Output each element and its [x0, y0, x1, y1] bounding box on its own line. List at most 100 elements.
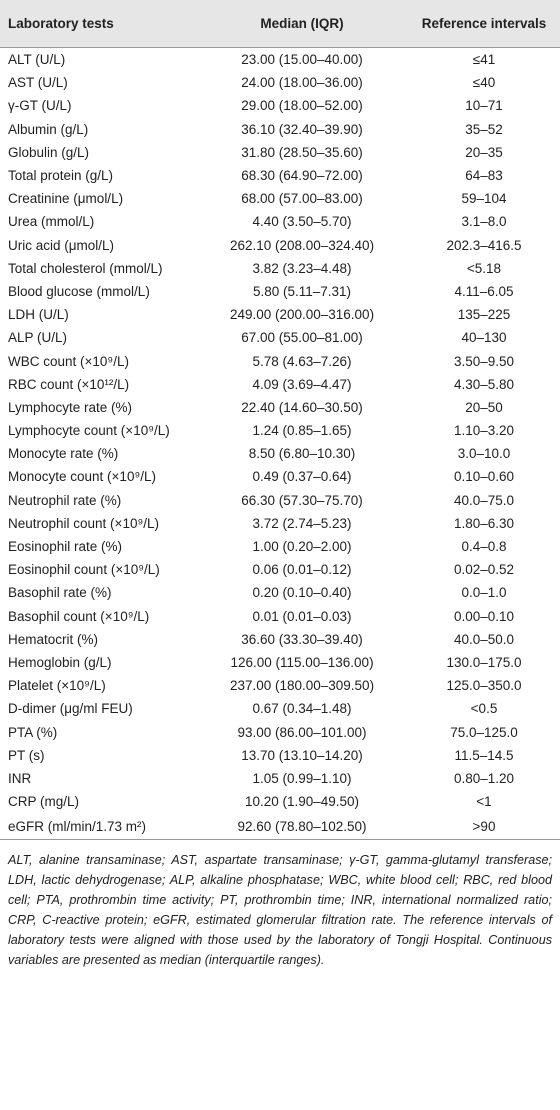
table-cell: 3.50–9.50	[453, 353, 515, 369]
table-cell: 0.20 (0.10–0.40)	[252, 585, 352, 601]
table-row: ALP (U/L) 67.00 (55.00–81.00) 40–130	[0, 326, 560, 349]
table-cell: 0.49 (0.37–0.64)	[252, 469, 352, 485]
table-cell: 4.30–5.80	[453, 376, 515, 392]
table-row: Basophil count (×10⁹/L) 0.01 (0.01–0.03) 0…	[0, 605, 560, 628]
table-cell: 29.00 (18.00–52.00)	[241, 98, 363, 114]
table-cell: 135–225	[457, 307, 511, 323]
table-row: Urea (mmol/L) 4.40 (3.50–5.70) 3.1–8.0	[0, 210, 560, 233]
table-cell: 5.78 (4.63–7.26)	[252, 353, 352, 369]
table-cell: 0.06 (0.01–0.12)	[252, 562, 352, 578]
table-cell: AST (U/L)	[8, 75, 68, 91]
table-row: Globulin (g/L) 31.80 (28.50–35.60) 20–35	[0, 141, 560, 164]
table-cell: >90	[408, 813, 560, 841]
table-row: PTA (%) 93.00 (86.00–101.00) 75.0–125.0	[0, 720, 560, 743]
table-cell: 0.10–0.60	[453, 469, 515, 485]
table-row: Albumin (g/L) 36.10 (32.40–39.90) 35–52	[0, 118, 560, 141]
table-cell: Neutrophil count (×10⁹/L)	[8, 515, 159, 531]
table-cell: 20–35	[465, 144, 503, 160]
table-cell: 11.5–14.5	[454, 747, 514, 763]
table-row: INR 1.05 (0.99–1.10) 0.80–1.20	[0, 767, 560, 790]
table-row: CRP (mg/L) 10.20 (1.90–49.50) <1	[0, 790, 560, 813]
table-cell: ALP (U/L)	[8, 330, 68, 346]
table-cell: 23.00 (15.00–40.00)	[241, 52, 363, 68]
table-cell: 68.00 (57.00–83.00)	[241, 191, 363, 207]
table-cell: CRP (mg/L)	[8, 794, 80, 810]
table-cell: ≤40	[472, 75, 496, 91]
table-row: Total cholesterol (mmol/L) 3.82 (3.23–4.4…	[0, 257, 560, 280]
table-cell: 126.00 (115.00–136.00)	[230, 654, 374, 670]
table-row: ALT (U/L) 23.00 (15.00–40.00) ≤41	[0, 48, 560, 72]
table-row: RBC count (×10¹²/L) 4.09 (3.69–4.47) 4.30–…	[0, 373, 560, 396]
table-cell: 35–52	[465, 121, 503, 137]
table-cell: Eosinophil rate (%)	[8, 539, 123, 555]
table-cell: 3.0–10.0	[457, 446, 511, 462]
table-cell: 22.40 (14.60–30.50)	[241, 399, 363, 415]
table-cell: 68.30 (64.90–72.00)	[241, 168, 363, 184]
table-row: D-dimer (μg/ml FEU) 0.67 (0.34–1.48) <0.5	[0, 697, 560, 720]
table-cell: 0.01 (0.01–0.03)	[252, 608, 352, 624]
table-cell: 0.67 (0.34–1.48)	[252, 701, 352, 717]
table-row: γ-GT (U/L) 29.00 (18.00–52.00) 10–71	[0, 94, 560, 117]
table-cell: 36.60 (33.30–39.40)	[241, 631, 363, 647]
table-cell: 8.50 (6.80–10.30)	[248, 446, 356, 462]
table-cell: 237.00 (180.00–309.50)	[229, 678, 375, 694]
table-row: Hematocrit (%) 36.60 (33.30–39.40) 40.0–50…	[0, 628, 560, 651]
table-cell: 64–83	[465, 168, 503, 184]
table-cell: 0.80–1.20	[453, 770, 515, 786]
header-cell: Reference intervals	[408, 0, 560, 48]
table-cell: Total protein (g/L)	[8, 168, 114, 184]
table-cell: 92.60 (78.80–102.50)	[196, 813, 408, 841]
table-cell: 40–130	[461, 330, 507, 346]
table-cell: ALT (U/L)	[8, 52, 66, 68]
lab-table: Laboratory tests Median (IQR) Reference in…	[0, 0, 560, 841]
table-cell: RBC count (×10¹²/L)	[8, 376, 130, 392]
table-cell: 0.4–0.8	[461, 539, 507, 555]
table-row: Eosinophil count (×10⁹/L) 0.06 (0.01–0.12…	[0, 558, 560, 581]
table-row: Platelet (×10⁹/L) 237.00 (180.00–309.50) 1…	[0, 674, 560, 697]
table-cell: 1.24 (0.85–1.65)	[252, 423, 352, 439]
table-cell: Globulin (g/L)	[8, 144, 90, 160]
header-cell: Median (IQR)	[196, 0, 408, 48]
table-cell: Monocyte count (×10⁹/L)	[8, 469, 156, 485]
table-cell: Platelet (×10⁹/L)	[8, 678, 106, 694]
table-row: WBC count (×10⁹/L) 5.78 (4.63–7.26) 3.50–9…	[0, 349, 560, 372]
table-cell: INR	[8, 770, 32, 786]
table-row: Total protein (g/L) 68.30 (64.90–72.00) 64…	[0, 164, 560, 187]
table-cell: Basophil rate (%)	[8, 585, 112, 601]
table-cell: 93.00 (86.00–101.00)	[237, 724, 367, 740]
table-row: Eosinophil rate (%) 1.00 (0.20–2.00) 0.4–0…	[0, 535, 560, 558]
table-cell: Total cholesterol (mmol/L)	[8, 260, 163, 276]
table-row: Lymphocyte count (×10⁹/L) 1.24 (0.85–1.65…	[0, 419, 560, 442]
table-row: eGFR (ml/min/1.73 m²) 92.60 (78.80–102.50…	[0, 813, 560, 841]
table-cell: 249.00 (200.00–316.00)	[229, 307, 375, 323]
table-cell: Eosinophil count (×10⁹/L)	[8, 562, 160, 578]
table-cell: 24.00 (18.00–36.00)	[241, 75, 363, 91]
table-row: Neutrophil rate (%) 66.30 (57.30–75.70) 40…	[0, 489, 560, 512]
table-cell: 0.02–0.52	[453, 562, 515, 578]
table-cell: 1.80–6.30	[453, 515, 515, 531]
table-cell: 75.0–125.0	[450, 724, 518, 740]
table-cell: D-dimer (μg/ml FEU)	[8, 701, 133, 717]
table-cell: Neutrophil rate (%)	[8, 492, 122, 508]
table-cell: 40.0–50.0	[453, 631, 515, 647]
footnote: ALT, alanine transaminase; AST, aspartat…	[8, 853, 552, 968]
table-cell: 67.00 (55.00–81.00)	[241, 330, 363, 346]
table-cell: 4.40 (3.50–5.70)	[252, 214, 352, 230]
table-cell: PTA (%)	[8, 724, 58, 740]
table-cell: 3.1–8.0	[461, 214, 507, 230]
table-cell: 125.0–350.0	[446, 678, 522, 694]
table-cell: Hemoglobin (g/L)	[8, 654, 112, 670]
table-row: Monocyte count (×10⁹/L) 0.49 (0.37–0.64) 0…	[0, 465, 560, 488]
table-cell: LDH (U/L)	[8, 307, 69, 323]
table-row: PT (s) 13.70 (13.10–14.20) 11.5–14.5	[0, 744, 560, 767]
table-row: Neutrophil count (×10⁹/L) 3.72 (2.74–5.23…	[0, 512, 560, 535]
table-cell: 20–50	[465, 399, 503, 415]
table-cell: γ-GT (U/L)	[8, 98, 72, 114]
table-cell: 59–104	[461, 191, 507, 207]
table-cell: 13.70 (13.10–14.20)	[241, 747, 363, 763]
table-cell: 4.11–6.05	[454, 283, 514, 299]
table-cell: <1	[476, 794, 492, 810]
table-row: LDH (U/L) 249.00 (200.00–316.00) 135–225	[0, 303, 560, 326]
table-row: Hemoglobin (g/L) 126.00 (115.00–136.00) 13…	[0, 651, 560, 674]
table-cell: 1.00 (0.20–2.00)	[252, 539, 352, 555]
